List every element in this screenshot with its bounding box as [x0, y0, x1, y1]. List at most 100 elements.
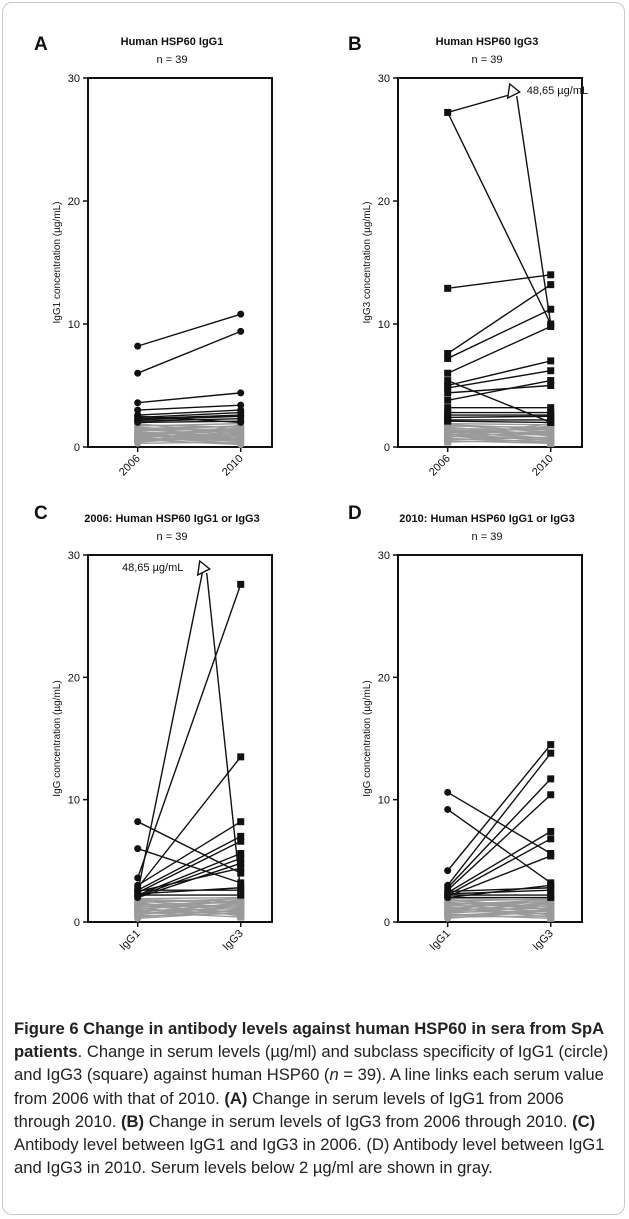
series-line	[447, 274, 551, 290]
series-line	[137, 847, 241, 884]
data-point-square	[444, 284, 452, 292]
data-point-square	[444, 428, 452, 436]
data-point-square	[547, 852, 555, 860]
data-point-square	[547, 894, 555, 902]
data-point-circle	[134, 406, 142, 414]
gray-series	[444, 420, 555, 447]
data-point-circle	[134, 901, 142, 909]
y-tick-label: 30	[378, 550, 390, 562]
data-point-circle	[134, 845, 142, 853]
series-line	[137, 432, 241, 442]
series-line	[447, 112, 552, 325]
caption-n: n	[329, 1065, 339, 1085]
panel-letter: C	[34, 503, 48, 524]
chart-title: Human HSP60 IgG1	[121, 36, 224, 48]
x-tick-label: 2006	[117, 453, 143, 479]
series-line	[447, 435, 551, 445]
data-point-square	[444, 438, 452, 446]
panel-letter: D	[348, 503, 362, 524]
data-point-circle	[237, 437, 245, 445]
arrow-head	[506, 82, 522, 100]
data-point-square	[547, 425, 555, 433]
series-line	[447, 906, 551, 918]
data-point-circle	[237, 389, 245, 397]
y-tick-label: 30	[68, 73, 80, 85]
series-line	[447, 855, 551, 897]
series-line	[137, 436, 241, 445]
y-tick-label: 10	[378, 795, 390, 807]
data-point-circle	[444, 805, 452, 813]
data-point-circle	[134, 425, 142, 433]
series-line	[447, 913, 551, 920]
series-line	[137, 404, 241, 411]
data-point-square	[547, 418, 555, 426]
data-point-circle	[237, 426, 245, 434]
series-line	[447, 898, 551, 902]
data-point-square	[547, 404, 555, 412]
offscale-arrow	[447, 82, 552, 325]
series-line	[137, 896, 241, 900]
series-line	[447, 436, 551, 441]
chart-panel-d: D 2010: Human HSP60 IgG1 or IgG3 n = 39 0 10…	[348, 503, 583, 953]
data-point-circle	[444, 901, 452, 909]
series-line	[447, 308, 552, 360]
data-point-square	[444, 404, 452, 412]
series-line	[137, 392, 241, 404]
chart-subtitle: n = 39	[157, 54, 188, 66]
series-line	[447, 794, 552, 891]
series-line	[137, 584, 242, 879]
data-point-circle	[444, 867, 452, 875]
chart-subtitle: n = 39	[472, 531, 503, 543]
chart-title: Human HSP60 IgG3	[436, 36, 539, 48]
black-series	[444, 741, 555, 902]
arrow-shaft-b	[516, 95, 552, 325]
caption-a-text: Change in serum levels of IgG1 from 2006…	[14, 1088, 564, 1131]
x-tick-label: 2010	[220, 453, 246, 479]
data-point-square	[237, 891, 245, 899]
series-line	[137, 313, 241, 347]
figure-panels: A Human HSP60 IgG1 n = 39 0 10 20 30 IgG1 conce…	[34, 34, 588, 953]
data-point-square	[444, 389, 452, 397]
series-line	[447, 830, 552, 894]
data-point-circle	[134, 438, 142, 446]
data-point-square	[237, 859, 245, 867]
y-tick-label: 0	[384, 917, 390, 929]
data-point-circle	[134, 429, 142, 437]
series-line	[447, 438, 551, 443]
arrow-shaft-a	[136, 570, 204, 893]
data-point-circle	[134, 418, 142, 426]
plot-frame	[397, 77, 583, 448]
y-axis-label: IgG1 concentration (µg/mL)	[52, 202, 63, 324]
y-axis-label: IgG concentration (µg/mL)	[52, 680, 63, 796]
y-tick-label: 10	[378, 319, 390, 331]
data-point-circle	[134, 342, 142, 350]
data-point-square	[547, 271, 555, 279]
series-line	[137, 414, 241, 420]
black-series	[444, 108, 555, 426]
data-point-square	[237, 903, 245, 911]
plot-frame	[87, 554, 273, 923]
series-line	[447, 899, 551, 911]
data-point-circle	[237, 418, 245, 426]
data-point-square	[547, 428, 555, 436]
figure-caption: Figure 6 Change in antibody levels again…	[14, 1017, 614, 1179]
caption-body-1: . Change in serum levels (µg/ml) and sub…	[14, 1042, 609, 1085]
series-line	[137, 911, 241, 920]
data-point-square	[237, 818, 245, 826]
series-line	[447, 808, 552, 884]
series-line	[447, 901, 551, 913]
x-tick-label: IgG3	[530, 928, 555, 953]
series-line	[137, 840, 242, 894]
series-line	[137, 427, 241, 431]
x-tick-label: IgG3	[220, 928, 245, 953]
series-line	[137, 900, 241, 909]
caption-title: Change in antibody levels against human …	[14, 1019, 604, 1062]
series-line	[137, 756, 242, 889]
data-point-circle	[237, 432, 245, 440]
series-line	[137, 821, 242, 886]
series-line	[447, 424, 551, 430]
y-axis-label: IgG concentration (µg/mL)	[362, 680, 373, 796]
data-point-square	[237, 908, 245, 916]
x-tick-label: 2010	[530, 453, 556, 479]
caption-c-text: Antibody level between IgG1 and IgG3 in …	[14, 1135, 605, 1178]
